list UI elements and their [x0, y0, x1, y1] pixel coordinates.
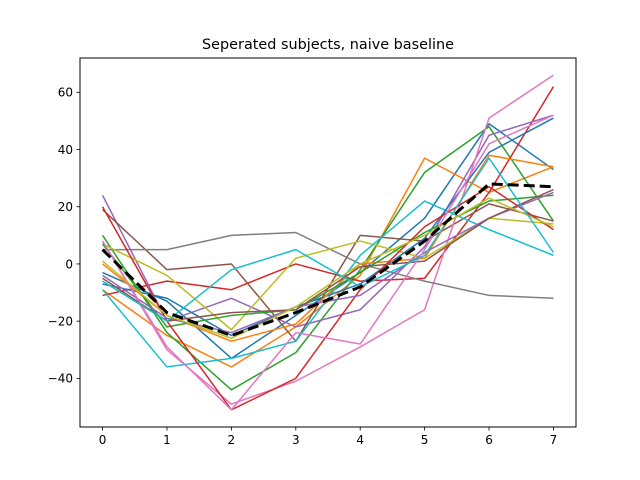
x-tick-label: 5 — [421, 433, 429, 447]
series-line-18 — [102, 197, 554, 340]
series-line-13 — [101, 194, 554, 328]
x-tick-label: 2 — [228, 433, 236, 447]
series-line-19 — [102, 157, 555, 322]
plot-area — [101, 74, 555, 411]
series-line-11 — [102, 117, 554, 337]
series-line-7 — [101, 74, 554, 405]
x-tick-label: 7 — [550, 433, 558, 447]
y-tick-label: 40 — [58, 143, 73, 157]
y-tick-label: 20 — [58, 200, 73, 214]
mean-series-line — [101, 182, 554, 337]
x-tick-label: 4 — [356, 433, 364, 447]
y-tick-label: −20 — [48, 314, 73, 328]
x-axis: 0 1 2 3 4 5 6 7 — [99, 427, 558, 447]
x-tick-label: 0 — [99, 433, 107, 447]
y-tick-label: −40 — [48, 372, 73, 386]
axes-frame — [79, 57, 577, 428]
series-line-14 — [101, 185, 554, 411]
chart-title: Seperated subjects, naive baseline — [202, 37, 454, 53]
series-line-3 — [101, 125, 555, 391]
x-tick-label: 1 — [163, 433, 171, 447]
y-tick-label: 0 — [65, 257, 73, 271]
y-tick-label: 60 — [58, 86, 73, 100]
y-axis: −40 −20 0 20 40 60 — [48, 86, 80, 386]
x-tick-label: 3 — [292, 433, 300, 447]
series-line-8 — [102, 231, 554, 300]
series-line-17 — [101, 114, 554, 411]
x-tick-label: 6 — [485, 433, 493, 447]
